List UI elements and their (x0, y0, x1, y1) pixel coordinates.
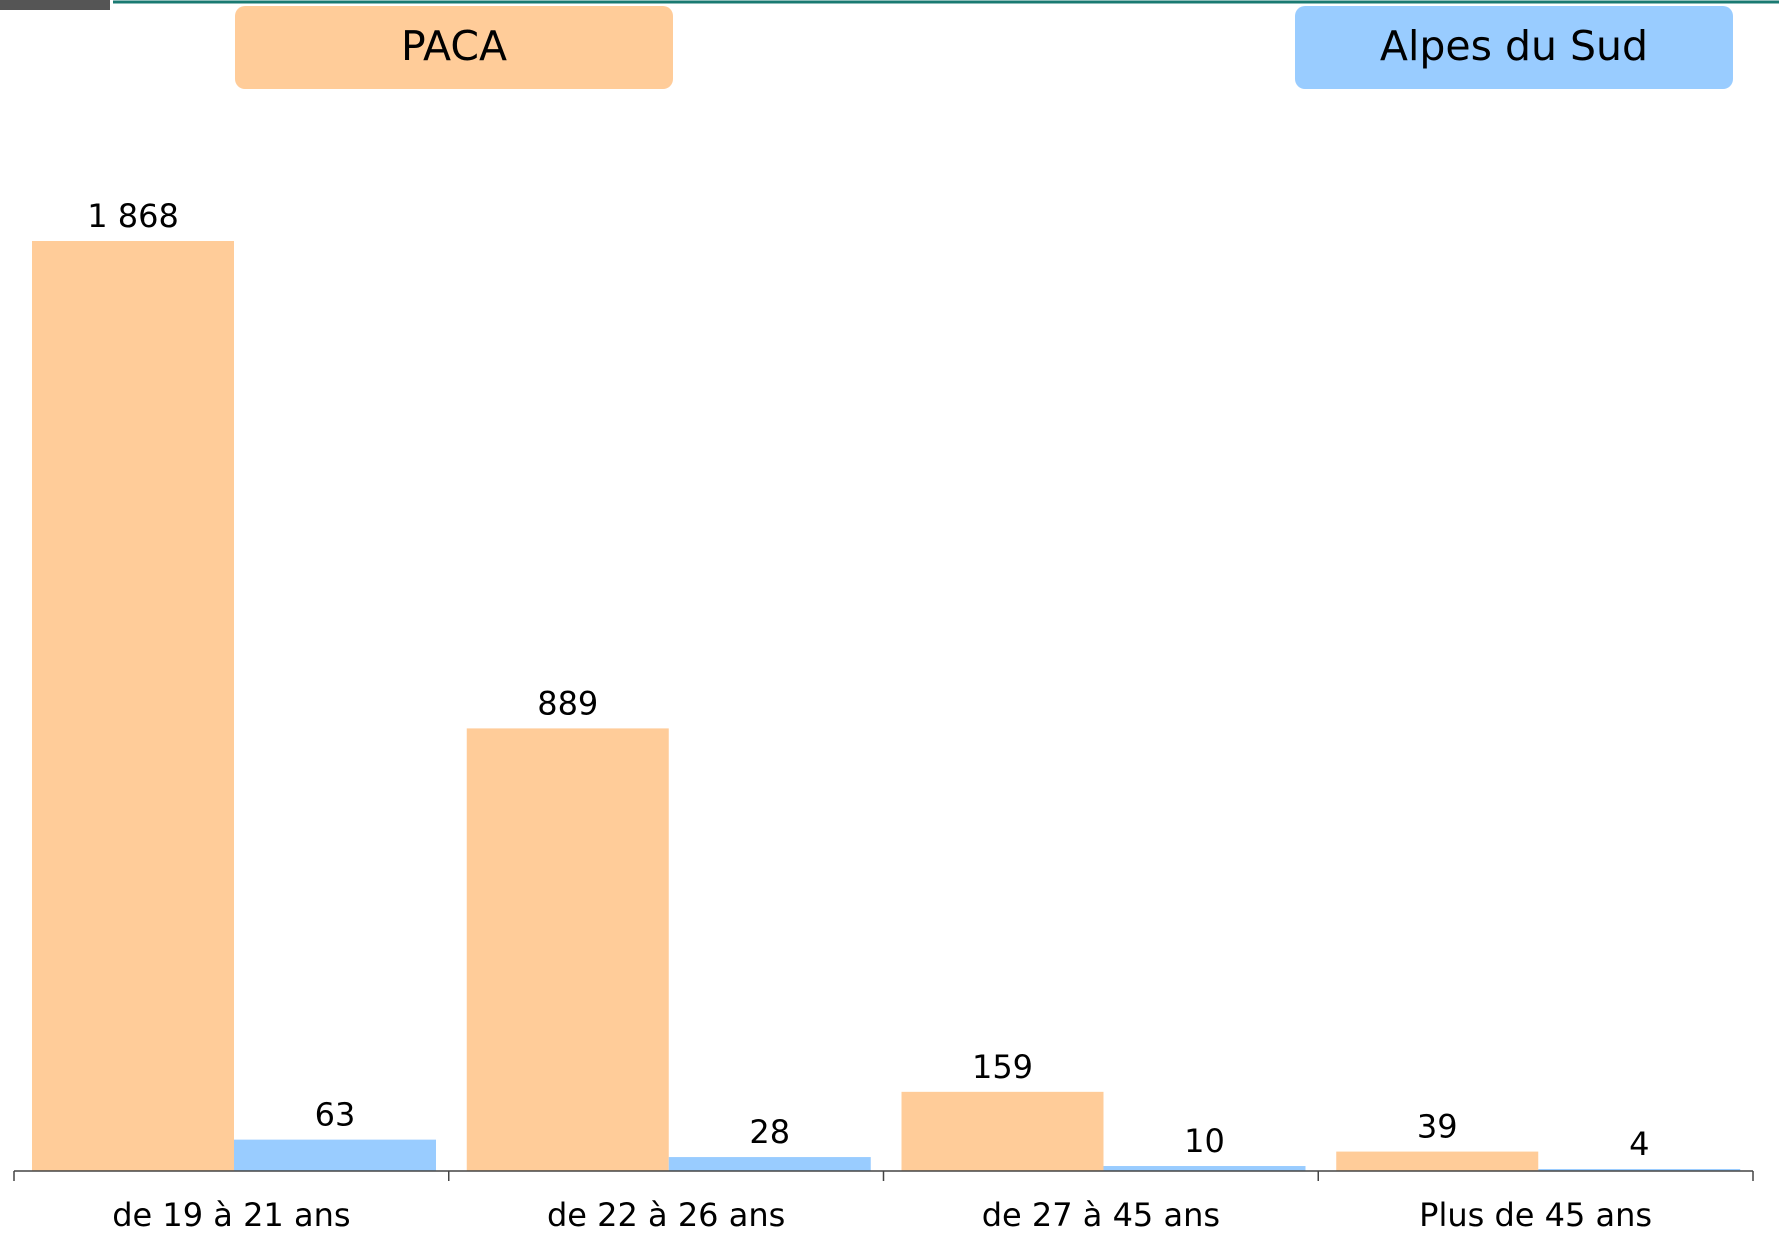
logo-fragment (0, 0, 110, 10)
data-label: 889 (537, 684, 598, 722)
data-label: 28 (749, 1113, 790, 1151)
bar (234, 1139, 436, 1171)
data-label: 39 (1417, 1108, 1458, 1146)
legend-box (235, 6, 673, 89)
x-tick-label: de 22 à 26 ans (547, 1196, 785, 1234)
bar (1103, 1166, 1306, 1171)
bar (32, 241, 234, 1171)
data-label: 159 (972, 1048, 1033, 1086)
data-label: 63 (315, 1096, 356, 1134)
bar (901, 1091, 1104, 1171)
x-tick-label: de 27 à 45 ans (982, 1196, 1220, 1234)
bar (466, 728, 669, 1171)
bar (1538, 1169, 1741, 1171)
bar (1336, 1151, 1539, 1171)
data-label: 4 (1629, 1125, 1649, 1163)
legend-label: PACA (401, 22, 507, 70)
x-tick-label: Plus de 45 ans (1419, 1196, 1652, 1234)
bar (668, 1157, 871, 1171)
legend-box (1295, 6, 1733, 89)
x-tick-label: de 19 à 21 ans (112, 1196, 350, 1234)
legend-label: Alpes du Sud (1380, 22, 1648, 70)
data-label: 1 868 (87, 197, 179, 235)
data-label: 10 (1184, 1122, 1225, 1160)
